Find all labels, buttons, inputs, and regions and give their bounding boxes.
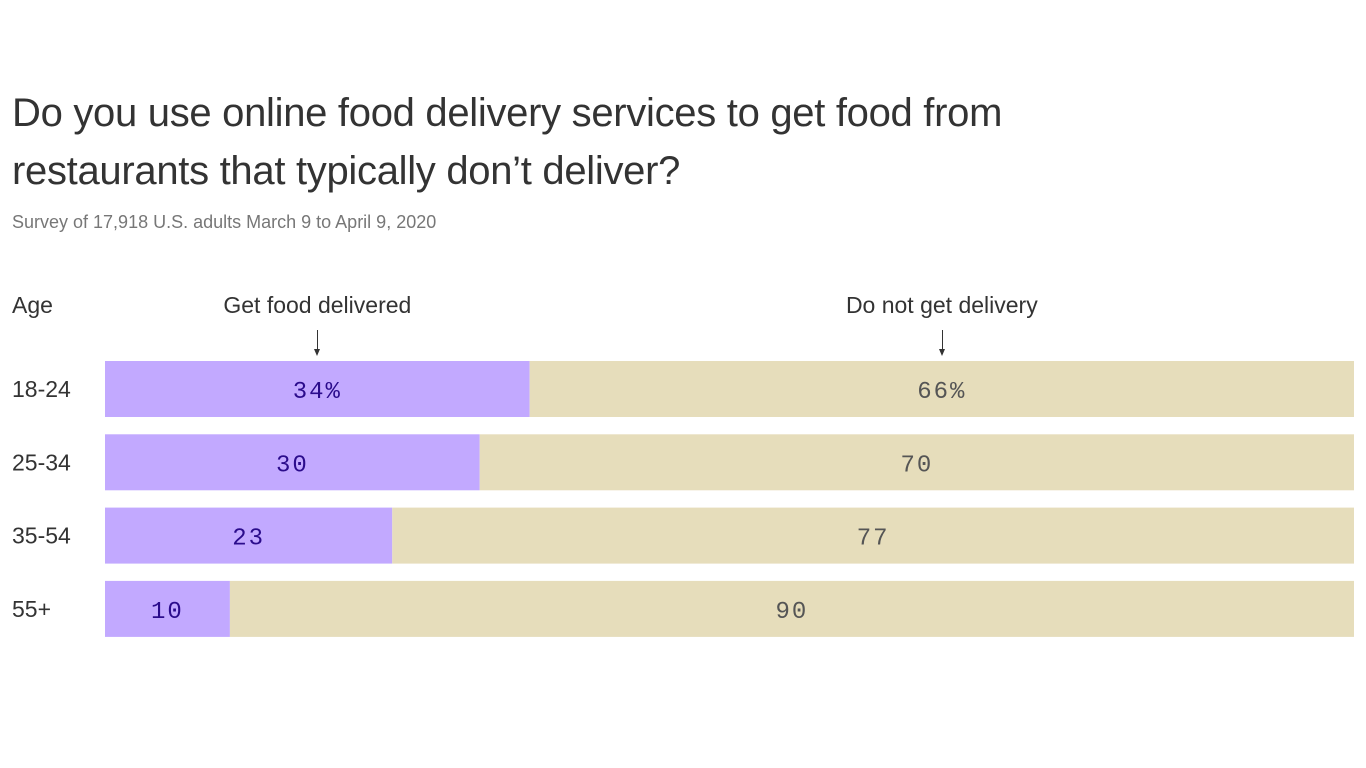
chart-title: Do you use online food delivery services… bbox=[12, 91, 1003, 193]
category-label: 25-34 bbox=[12, 449, 71, 475]
legend-do-not-get-delivery: Do not get delivery bbox=[845, 292, 1038, 318]
bar-segment bbox=[392, 507, 1354, 564]
arrow-down-icon bbox=[314, 330, 321, 356]
data-label: 23 bbox=[232, 526, 265, 553]
category-label: 55+ bbox=[12, 596, 51, 622]
category-label: 18-24 bbox=[12, 376, 71, 402]
bar-segment bbox=[105, 580, 230, 637]
data-label: 34% bbox=[293, 379, 342, 406]
data-label: 10 bbox=[151, 599, 184, 626]
bar-segment bbox=[529, 361, 1354, 417]
category-label: 35-54 bbox=[12, 523, 71, 549]
data-label: 77 bbox=[857, 526, 890, 553]
data-label: 66% bbox=[917, 379, 966, 406]
data-label: 30 bbox=[276, 452, 309, 479]
data-label: 90 bbox=[776, 599, 809, 626]
bar-segment bbox=[105, 361, 530, 417]
chart-subtitle: Survey of 17,918 U.S. adults March 9 to … bbox=[12, 212, 437, 232]
bar-segment bbox=[229, 580, 1354, 637]
legend-get-food-delivered: Get food delivered bbox=[223, 292, 412, 318]
arrow-down-icon bbox=[938, 330, 945, 356]
axis-label-age: Age bbox=[12, 292, 53, 318]
bar-segment bbox=[479, 434, 1354, 491]
bar-segment bbox=[105, 434, 480, 491]
bar-segment bbox=[105, 507, 393, 564]
data-label: 70 bbox=[900, 452, 933, 479]
